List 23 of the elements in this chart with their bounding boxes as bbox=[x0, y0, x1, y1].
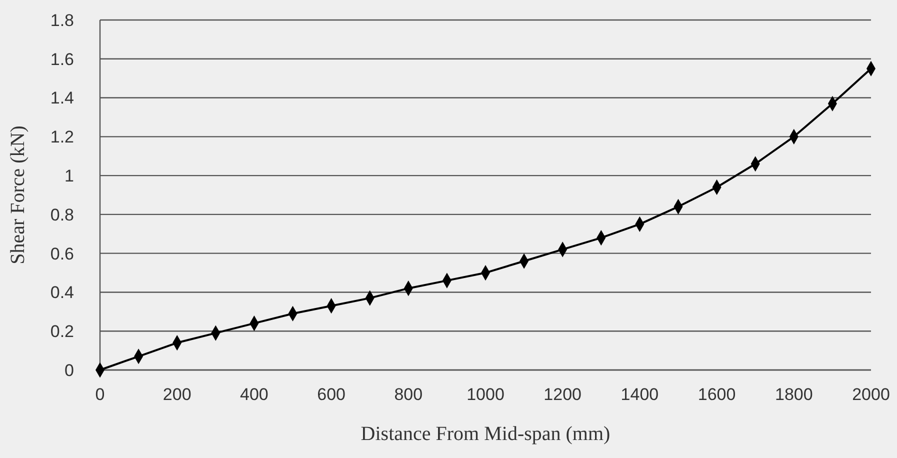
y-tick-label: 1.2 bbox=[50, 128, 74, 147]
x-tick-label: 0 bbox=[95, 385, 105, 404]
y-tick-label: 0 bbox=[64, 360, 74, 380]
y-tick-label: 1.4 bbox=[50, 88, 74, 108]
x-tick-label: 1400 bbox=[620, 385, 659, 404]
x-tick-label: 200 bbox=[162, 385, 192, 404]
x-tick-label: 400 bbox=[240, 385, 268, 404]
x-tick-label: 1000 bbox=[466, 385, 504, 404]
x-tick-label: 2000 bbox=[852, 385, 890, 404]
x-tick-label: 1600 bbox=[698, 385, 736, 404]
y-tick-label: 0.2 bbox=[50, 322, 74, 342]
x-tick-label: 1800 bbox=[774, 385, 813, 404]
x-tick-label: 1200 bbox=[544, 385, 582, 404]
y-axis-title: Shear Force (kN) bbox=[7, 126, 29, 264]
y-tick-label: 1.6 bbox=[50, 50, 74, 69]
y-tick-label: 0.8 bbox=[50, 205, 74, 224]
x-tick-label: 800 bbox=[394, 385, 423, 404]
x-axis-title: Distance From Mid-span (mm) bbox=[360, 423, 610, 445]
x-tick-label: 600 bbox=[317, 385, 346, 404]
y-tick-label: 1 bbox=[64, 166, 74, 186]
y-tick-label: 0.6 bbox=[50, 244, 74, 264]
y-tick-label: 0.4 bbox=[50, 283, 74, 302]
y-tick-label: 1.8 bbox=[50, 10, 74, 30]
